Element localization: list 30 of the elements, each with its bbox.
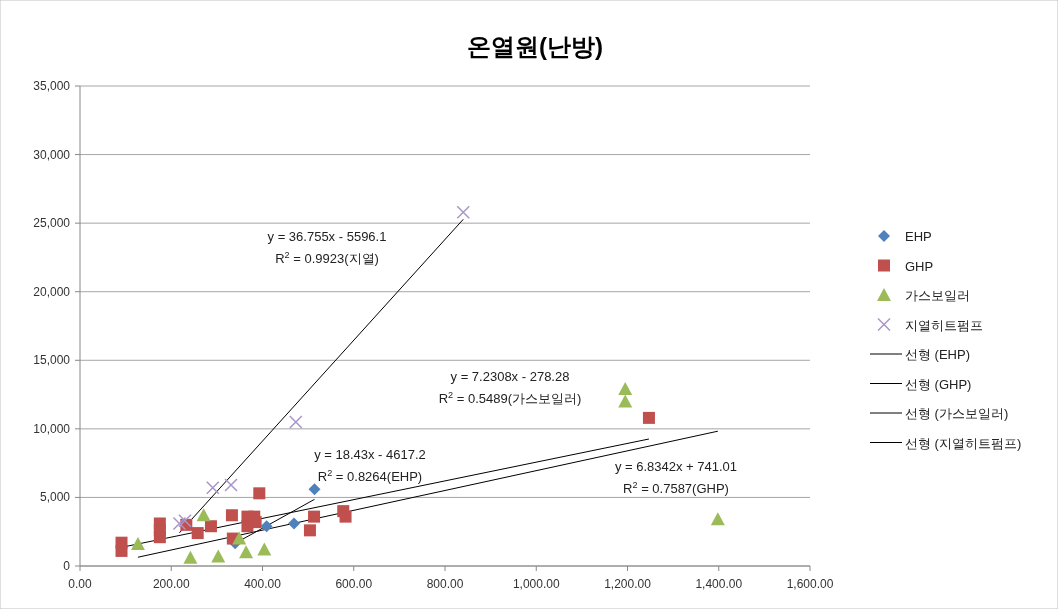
x-tick-label: 0.00 — [68, 577, 92, 591]
y-tick-label: 15,000 — [33, 353, 71, 368]
x-tick-label: 1,000.00 — [512, 577, 560, 591]
y-tick-label: 20,000 — [33, 284, 71, 299]
legend-label: EHP — [905, 229, 932, 244]
y-tick-label: 0 — [63, 559, 71, 573]
annotation: y = 36.755x - 5596.1 R$^{2}$ = 0.9923(지열) — [267, 229, 387, 266]
legend-label: 선형 (EHP) — [905, 347, 970, 362]
legend-label: 선형 (지열히트펌프) — [905, 435, 1022, 451]
legend-label: 선형 (GHP) — [905, 376, 972, 392]
x-tick-label: 1,200.00 — [604, 577, 652, 591]
y-tick-label: 25,000 — [33, 216, 71, 231]
x-tick-label: 1,600.00 — [786, 577, 834, 591]
y-tick-label: 5,000 — [39, 490, 71, 505]
x-tick-label: 400.00 — [244, 577, 282, 591]
legend-label: 가스보일러 — [905, 288, 970, 303]
chart-title: 온열원(난방) — [467, 33, 603, 60]
annotation: y = 7.2308x - 278.28 R$^{2}$ = 0.5489(가스보일러) — [438, 369, 582, 406]
y-tick-label: 10,000 — [33, 421, 71, 436]
y-tick-label: 30,000 — [33, 147, 71, 162]
legend-label: GHP — [905, 258, 934, 274]
x-tick-label: 800.00 — [426, 577, 464, 591]
x-tick-label: 600.00 — [335, 577, 373, 591]
y-tick-label: 35,000 — [33, 79, 71, 93]
legend-label: 지열히트펌프 — [905, 317, 983, 333]
annotation: y = 18.43x - 4617.2 R$^{2}$ = 0.8264(EHP) — [314, 447, 426, 484]
legend-label: 선형 (가스보일러) — [905, 406, 1009, 421]
x-tick-label: 1,400.00 — [695, 577, 743, 591]
x-tick-label: 200.00 — [152, 577, 190, 591]
annotation: y = 6.8342x + 741.01 R$^{2}$ = 0.7587(GHP) — [614, 459, 738, 496]
